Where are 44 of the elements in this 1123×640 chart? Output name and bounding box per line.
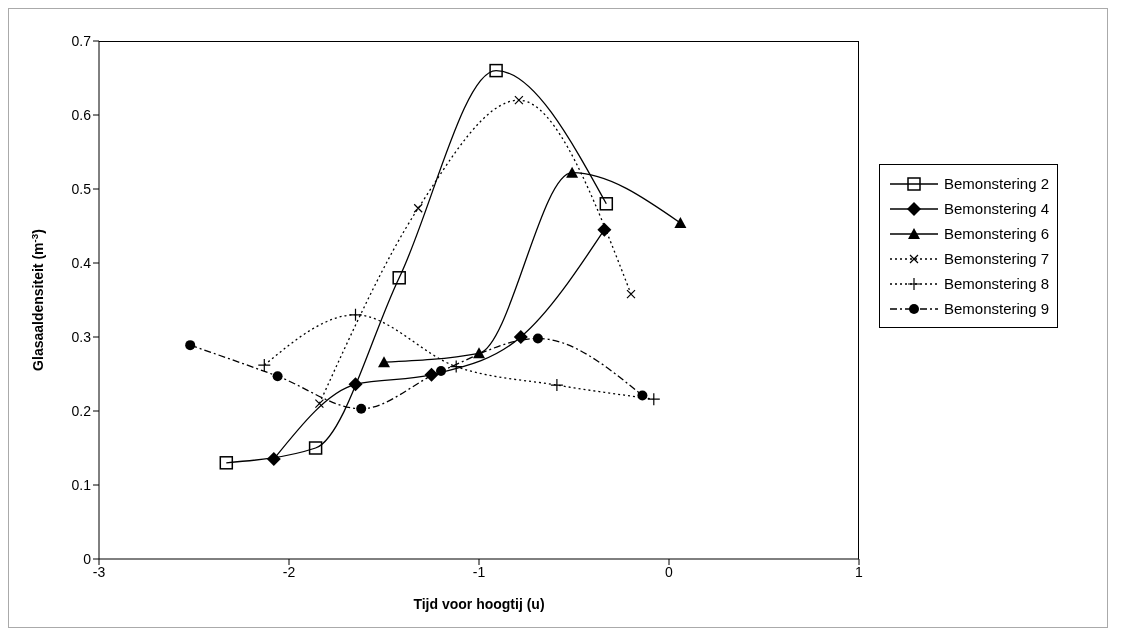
point [424,367,439,382]
x-tick-label: -2 [282,563,296,580]
y-tick-label: 0 [83,550,92,567]
point [392,271,406,285]
point [308,441,323,455]
x-axis-title: Tijd voor hoogtij (u) [413,596,545,612]
point [532,333,543,344]
point [597,222,612,237]
point [566,166,579,178]
y-tick-label: 0.7 [71,32,92,49]
x-tick-label: -3 [92,563,106,580]
point [637,390,648,401]
x-tick-label: 1 [855,563,864,580]
legend-label: Bemonstering 6 [944,225,1050,242]
y-tick-label: 0.6 [71,106,92,123]
point [513,330,528,344]
legend-label: Bemonstering 2 [944,175,1050,192]
y-tick-label: 0.5 [71,180,92,197]
point [413,203,423,213]
legend-label: Bemonstering 4 [944,200,1050,217]
point [626,289,636,299]
y-tick-label: 0.1 [71,476,92,493]
y-tick-label: 0.2 [71,402,92,419]
point [219,456,234,470]
point [514,95,524,105]
point [599,197,614,211]
point [272,371,283,382]
point [473,347,485,359]
x-tick-label: 0 [665,563,674,580]
legend-label: Bemonstering 7 [944,250,1050,267]
point [378,356,390,368]
x-tick-label: -1 [472,563,486,580]
legend-label: Bemonstering 9 [944,300,1050,317]
y-tick-label: 0.4 [71,254,92,271]
point [436,366,446,377]
point [348,377,363,392]
point [266,452,281,467]
point [489,63,503,78]
legend-label: Bemonstering 8 [944,275,1050,292]
point [185,340,196,351]
point [356,403,367,414]
point [674,217,687,229]
y-tick-label: 0.3 [71,328,92,345]
point [314,399,324,409]
